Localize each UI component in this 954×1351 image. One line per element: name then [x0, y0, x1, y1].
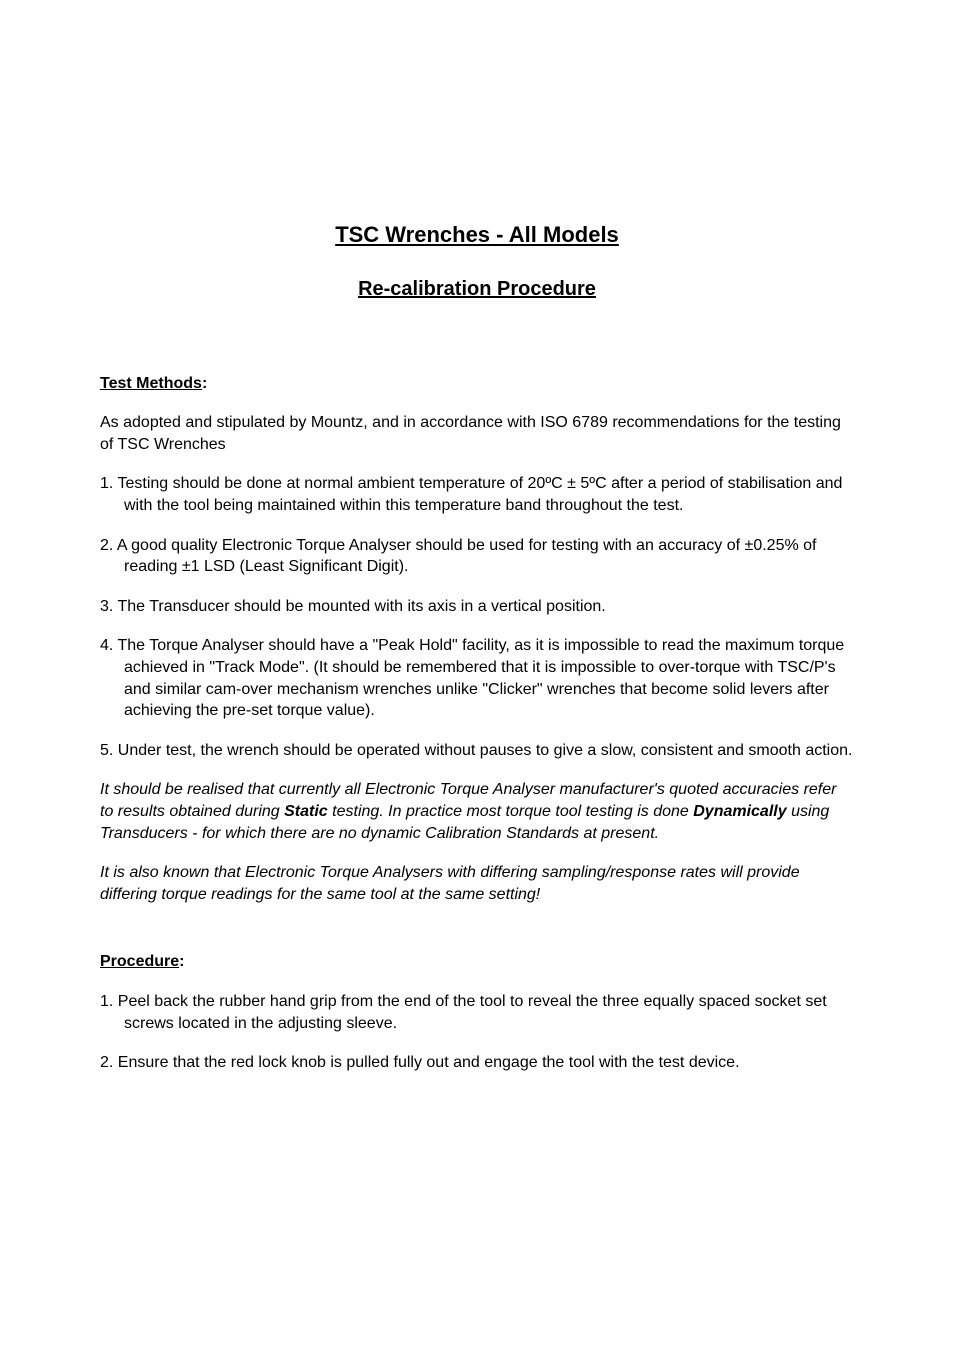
section-spacer: [100, 923, 854, 951]
note1-em2: Dynamically: [693, 803, 786, 820]
test-methods-list: 1. Testing should be done at normal ambi…: [100, 473, 854, 761]
test-methods-note-2: It is also known that Electronic Torque …: [100, 862, 854, 905]
procedure-list: 1. Peel back the rubber hand grip from t…: [100, 991, 854, 1074]
procedure-heading-suffix: :: [179, 953, 184, 970]
test-methods-intro: As adopted and stipulated by Mountz, and…: [100, 412, 854, 455]
procedure-heading: Procedure:: [100, 951, 854, 973]
test-methods-heading-suffix: :: [202, 375, 207, 392]
list-item: 2. Ensure that the red lock knob is pull…: [100, 1052, 854, 1074]
list-item: 2. A good quality Electronic Torque Anal…: [100, 535, 854, 578]
list-item: 5. Under test, the wrench should be oper…: [100, 740, 854, 762]
list-item: 1. Testing should be done at normal ambi…: [100, 473, 854, 516]
list-item: 3. The Transducer should be mounted with…: [100, 596, 854, 618]
test-methods-note-1: It should be realised that currently all…: [100, 779, 854, 844]
doc-subtitle: Re-calibration Procedure: [100, 276, 854, 303]
list-item: 1. Peel back the rubber hand grip from t…: [100, 991, 854, 1034]
list-item: 4. The Torque Analyser should have a "Pe…: [100, 635, 854, 721]
note1-em1: Static: [284, 803, 328, 820]
doc-title: TSC Wrenches - All Models: [100, 220, 854, 250]
procedure-heading-text: Procedure: [100, 953, 179, 970]
test-methods-heading-text: Test Methods: [100, 375, 202, 392]
note1-mid: testing. In practice most torque tool te…: [328, 803, 694, 820]
test-methods-heading: Test Methods:: [100, 373, 854, 395]
